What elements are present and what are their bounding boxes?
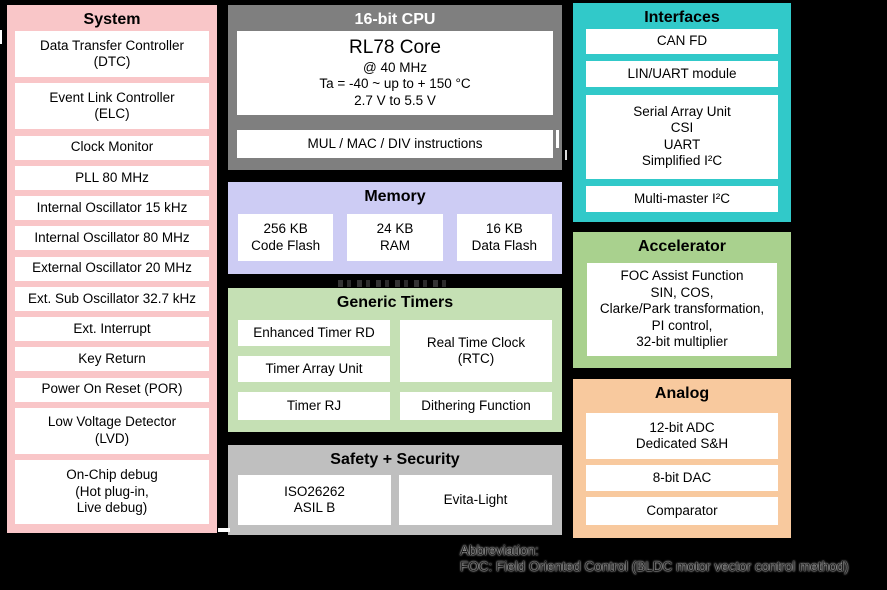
- footnote: Abbreviation: FOC: Field Oriented Contro…: [460, 543, 849, 575]
- timer-item-rj: Timer RJ: [238, 392, 390, 421]
- analog-item-comparator: Comparator: [586, 497, 778, 525]
- interfaces-cells: CAN FD LIN/UART module Serial Array Unit…: [573, 29, 791, 222]
- interface-item-lin-uart: LIN/UART module: [586, 61, 778, 88]
- rtc-cell: Real Time Clock (RTC): [400, 320, 552, 383]
- safety-item-iso26262: ISO26262 ASIL B: [238, 475, 391, 525]
- screen-artifact: [556, 130, 559, 148]
- safety-item-evita: Evita-Light: [399, 475, 552, 525]
- accelerator-panel: Accelerator FOC Assist Function SIN, COS…: [573, 232, 791, 368]
- memory-cells: 256 KB Code Flash 24 KB RAM 16 KB Data F…: [228, 208, 562, 274]
- system-item-ocd: On-Chip debug (Hot plug-in, Live debug): [15, 460, 209, 524]
- screen-artifact: [565, 150, 567, 160]
- footnote-line2: FOC: Field Oriented Control (BLDC motor …: [460, 559, 849, 574]
- analog-panel: Analog 12-bit ADC Dedicated S&H 8-bit DA…: [573, 379, 791, 538]
- analog-cells: 12-bit ADC Dedicated S&H 8-bit DAC Compa…: [573, 405, 791, 538]
- safety-panel: Safety + Security ISO26262 ASIL B Evita-…: [228, 445, 562, 535]
- core-details: @ 40 MHz Ta = -40 ~ up to + 150 °C 2.7 V…: [319, 59, 471, 108]
- system-item-lvd: Low Voltage Detector (LVD): [15, 407, 209, 454]
- system-item-int-osc-80: Internal Oscillator 80 MHz: [15, 226, 209, 251]
- accelerator-title: Accelerator: [637, 238, 727, 255]
- interfaces-title: Interfaces: [644, 9, 720, 26]
- cpu-title: 16-bit CPU: [354, 11, 436, 28]
- system-panel: System Data Transfer Controller (DTC) Ev…: [7, 5, 217, 533]
- rl78-core-cell: RL78 Core @ 40 MHz Ta = -40 ~ up to + 15…: [237, 31, 553, 116]
- system-item-ext-interrupt: Ext. Interrupt: [15, 317, 209, 342]
- analog-item-dac: 8-bit DAC: [586, 465, 778, 492]
- safety-cells: ISO26262 ASIL B Evita-Light: [228, 471, 562, 535]
- cpu-cells: RL78 Core @ 40 MHz Ta = -40 ~ up to + 15…: [228, 31, 562, 170]
- mul-mac-div-cell: MUL / MAC / DIV instructions: [237, 130, 553, 158]
- system-item-dtc: Data Transfer Controller (DTC): [15, 31, 209, 78]
- core-name: RL78 Core: [349, 37, 441, 59]
- screen-artifact: [0, 30, 2, 44]
- accelerator-cells: FOC Assist Function SIN, COS, Clarke/Par…: [573, 258, 791, 368]
- system-item-pll: PLL 80 MHz: [15, 165, 209, 190]
- system-item-por: Power On Reset (POR): [15, 377, 209, 402]
- system-item-ext-sub-osc: Ext. Sub Oscillator 32.7 kHz: [15, 286, 209, 311]
- memory-item-code-flash: 256 KB Code Flash: [238, 214, 334, 261]
- interface-item-can-fd: CAN FD: [586, 29, 778, 55]
- memory-item-data-flash: 16 KB Data Flash: [456, 214, 552, 261]
- timers-panel: Generic Timers Enhanced Timer RD Real Ti…: [228, 288, 562, 432]
- cpu-panel: 16-bit CPU RL78 Core @ 40 MHz Ta = -40 ~…: [228, 5, 562, 170]
- screen-artifact: [218, 528, 230, 532]
- system-item-ext-osc-20: External Oscillator 20 MHz: [15, 256, 209, 281]
- footnote-line1: Abbreviation:: [460, 543, 539, 558]
- timer-item-array-unit: Timer Array Unit: [238, 356, 390, 383]
- system-item-int-osc-15: Internal Oscillator 15 kHz: [15, 196, 209, 221]
- system-item-elc: Event Link Controller (ELC): [15, 83, 209, 130]
- analog-title: Analog: [654, 385, 710, 402]
- safety-title: Safety + Security: [330, 451, 460, 468]
- dithering-cell: Dithering Function: [400, 392, 552, 421]
- system-cells: Data Transfer Controller (DTC) Event Lin…: [7, 31, 217, 533]
- interface-item-serial-array: Serial Array Unit CSI UART Simplified I²…: [586, 94, 778, 179]
- system-item-key-return: Key Return: [15, 347, 209, 372]
- interface-item-multi-master-i2c: Multi-master I²C: [586, 185, 778, 212]
- system-title: System: [83, 11, 141, 28]
- memory-title: Memory: [364, 188, 426, 205]
- timers-title: Generic Timers: [336, 294, 454, 311]
- memory-item-ram: 24 KB RAM: [347, 214, 443, 261]
- system-item-clock-monitor: Clock Monitor: [15, 135, 209, 160]
- analog-item-adc: 12-bit ADC Dedicated S&H: [586, 413, 778, 460]
- accelerator-content: FOC Assist Function SIN, COS, Clarke/Par…: [587, 263, 777, 356]
- memory-panel: Memory 256 KB Code Flash 24 KB RAM 16 KB…: [228, 182, 562, 274]
- occluded-text-artifact: [338, 280, 448, 287]
- interfaces-panel: Interfaces CAN FD LIN/UART module Serial…: [573, 3, 791, 222]
- timer-item-enhanced-rd: Enhanced Timer RD: [238, 320, 390, 347]
- timers-cells: Enhanced Timer RD Real Time Clock (RTC) …: [228, 314, 562, 432]
